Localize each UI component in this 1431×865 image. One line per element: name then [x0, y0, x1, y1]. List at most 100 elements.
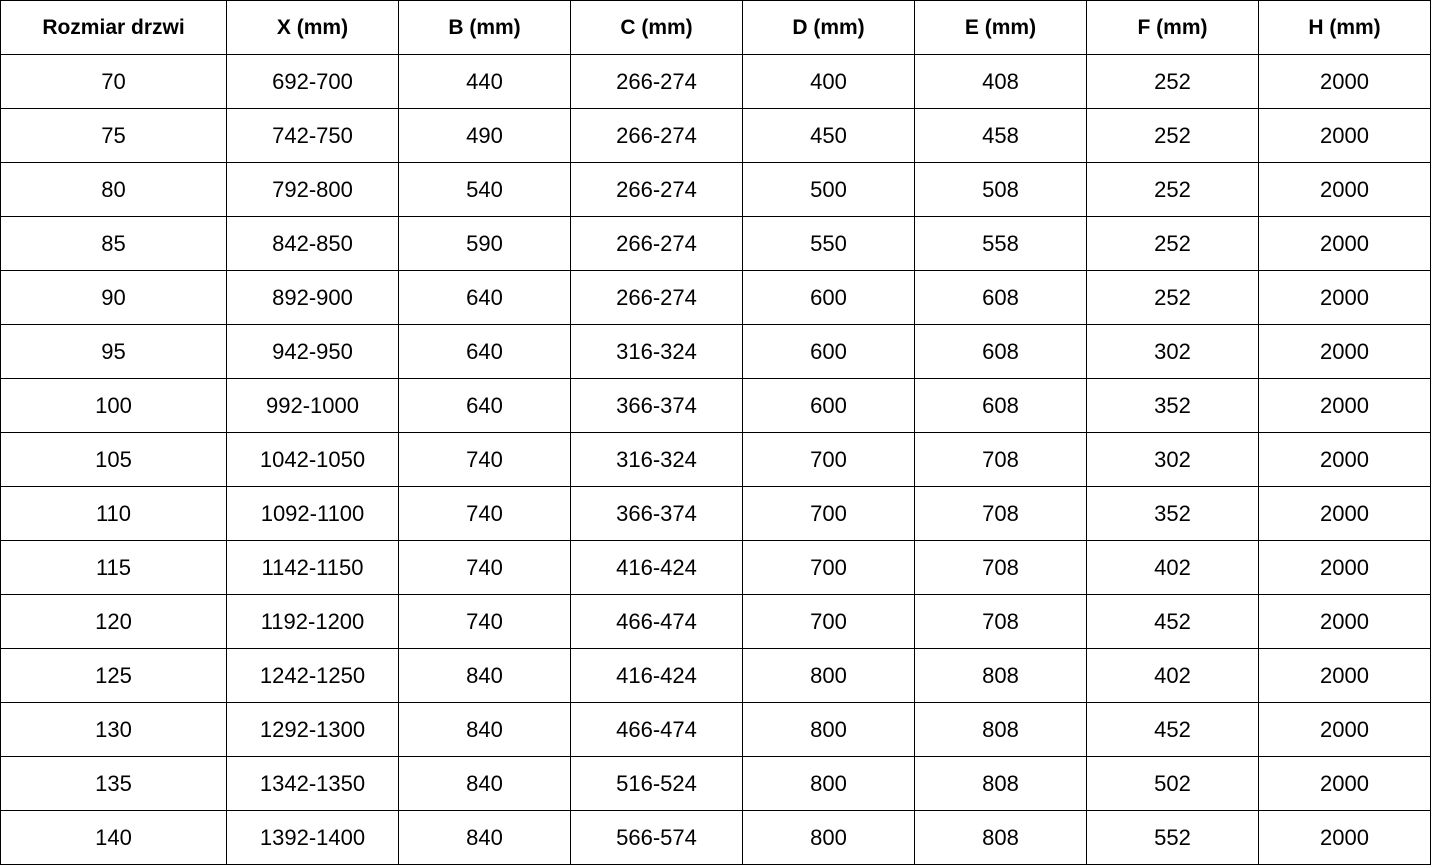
table-cell: 742-750 — [226, 108, 399, 163]
table-cell: 608 — [914, 378, 1087, 433]
table-cell: 1242-1250 — [226, 648, 399, 703]
table-cell: 708 — [914, 486, 1087, 541]
table-cell: 95 — [0, 324, 227, 379]
table-cell: 800 — [742, 648, 915, 703]
table-cell: 302 — [1086, 324, 1259, 379]
table-cell: 700 — [742, 432, 915, 487]
table-cell: 466-474 — [570, 594, 743, 649]
table-row: 105 1042-1050 740 316-324 700 708 302 2000 — [0, 432, 1431, 487]
table-row: 110 1092-1100 740 366-374 700 708 352 2000 — [0, 486, 1431, 541]
table-cell: 800 — [742, 756, 915, 811]
table-cell: 608 — [914, 270, 1087, 325]
table-cell: 808 — [914, 702, 1087, 757]
table-row: 135 1342-1350 840 516-524 800 808 502 2000 — [0, 756, 1431, 811]
table-row: 125 1242-1250 840 416-424 800 808 402 2000 — [0, 648, 1431, 703]
table-cell: 2000 — [1258, 756, 1431, 811]
table-cell: 416-424 — [570, 648, 743, 703]
table-cell: 100 — [0, 378, 227, 433]
table-row: 85 842-850 590 266-274 550 558 252 2000 — [0, 216, 1431, 271]
table-cell: 540 — [398, 162, 571, 217]
table-cell: 1042-1050 — [226, 432, 399, 487]
table-cell: 2000 — [1258, 432, 1431, 487]
table-cell: 640 — [398, 378, 571, 433]
table-cell: 452 — [1086, 594, 1259, 649]
table-cell: 450 — [742, 108, 915, 163]
table-cell: 1142-1150 — [226, 540, 399, 595]
table-cell: 700 — [742, 594, 915, 649]
table-row: 120 1192-1200 740 466-474 700 708 452 2000 — [0, 594, 1431, 649]
column-header: Rozmiar drzwi — [0, 0, 227, 55]
table-cell: 590 — [398, 216, 571, 271]
table-cell: 352 — [1086, 486, 1259, 541]
column-header: B (mm) — [398, 0, 571, 55]
table-cell: 1092-1100 — [226, 486, 399, 541]
table-cell: 120 — [0, 594, 227, 649]
table-cell: 552 — [1086, 810, 1259, 865]
table-cell: 840 — [398, 702, 571, 757]
table-cell: 458 — [914, 108, 1087, 163]
table-cell: 640 — [398, 270, 571, 325]
table-cell: 1392-1400 — [226, 810, 399, 865]
table-cell: 566-574 — [570, 810, 743, 865]
table-cell: 85 — [0, 216, 227, 271]
table-cell: 516-524 — [570, 756, 743, 811]
column-header: X (mm) — [226, 0, 399, 55]
table-cell: 600 — [742, 378, 915, 433]
table-cell: 840 — [398, 810, 571, 865]
table-cell: 2000 — [1258, 378, 1431, 433]
table-row: 100 992-1000 640 366-374 600 608 352 2000 — [0, 378, 1431, 433]
column-header: H (mm) — [1258, 0, 1431, 55]
table-cell: 600 — [742, 324, 915, 379]
table-cell: 640 — [398, 324, 571, 379]
table-cell: 316-324 — [570, 432, 743, 487]
table-cell: 266-274 — [570, 162, 743, 217]
table-cell: 266-274 — [570, 108, 743, 163]
table-cell: 80 — [0, 162, 227, 217]
table-cell: 352 — [1086, 378, 1259, 433]
table-cell: 2000 — [1258, 594, 1431, 649]
table-cell: 2000 — [1258, 810, 1431, 865]
column-header: C (mm) — [570, 0, 743, 55]
table-cell: 416-424 — [570, 540, 743, 595]
table-cell: 608 — [914, 324, 1087, 379]
table-cell: 808 — [914, 756, 1087, 811]
table-cell: 266-274 — [570, 54, 743, 109]
table-cell: 252 — [1086, 54, 1259, 109]
table-cell: 942-950 — [226, 324, 399, 379]
table-cell: 130 — [0, 702, 227, 757]
table-cell: 792-800 — [226, 162, 399, 217]
table-cell: 110 — [0, 486, 227, 541]
table-row: 75 742-750 490 266-274 450 458 252 2000 — [0, 108, 1431, 163]
table-cell: 466-474 — [570, 702, 743, 757]
table-cell: 115 — [0, 540, 227, 595]
table-cell: 252 — [1086, 270, 1259, 325]
table-cell: 2000 — [1258, 702, 1431, 757]
table-cell: 2000 — [1258, 648, 1431, 703]
table-cell: 75 — [0, 108, 227, 163]
table-cell: 440 — [398, 54, 571, 109]
table-header: Rozmiar drzwi X (mm) B (mm) C (mm) D (mm) E (… — [0, 0, 1431, 55]
table-cell: 740 — [398, 432, 571, 487]
table-cell: 708 — [914, 432, 1087, 487]
table-cell: 252 — [1086, 108, 1259, 163]
table-cell: 740 — [398, 594, 571, 649]
table-cell: 452 — [1086, 702, 1259, 757]
table-cell: 105 — [0, 432, 227, 487]
table-cell: 808 — [914, 648, 1087, 703]
table-cell: 1342-1350 — [226, 756, 399, 811]
table-row: 95 942-950 640 316-324 600 608 302 2000 — [0, 324, 1431, 379]
table-cell: 252 — [1086, 162, 1259, 217]
table-cell: 692-700 — [226, 54, 399, 109]
table-cell: 400 — [742, 54, 915, 109]
table-cell: 2000 — [1258, 108, 1431, 163]
table-cell: 266-274 — [570, 270, 743, 325]
table-cell: 558 — [914, 216, 1087, 271]
table-cell: 840 — [398, 756, 571, 811]
table-row: 70 692-700 440 266-274 400 408 252 2000 — [0, 54, 1431, 109]
table-cell: 408 — [914, 54, 1087, 109]
table-cell: 892-900 — [226, 270, 399, 325]
table-cell: 402 — [1086, 540, 1259, 595]
table-cell: 740 — [398, 486, 571, 541]
column-header: D (mm) — [742, 0, 915, 55]
